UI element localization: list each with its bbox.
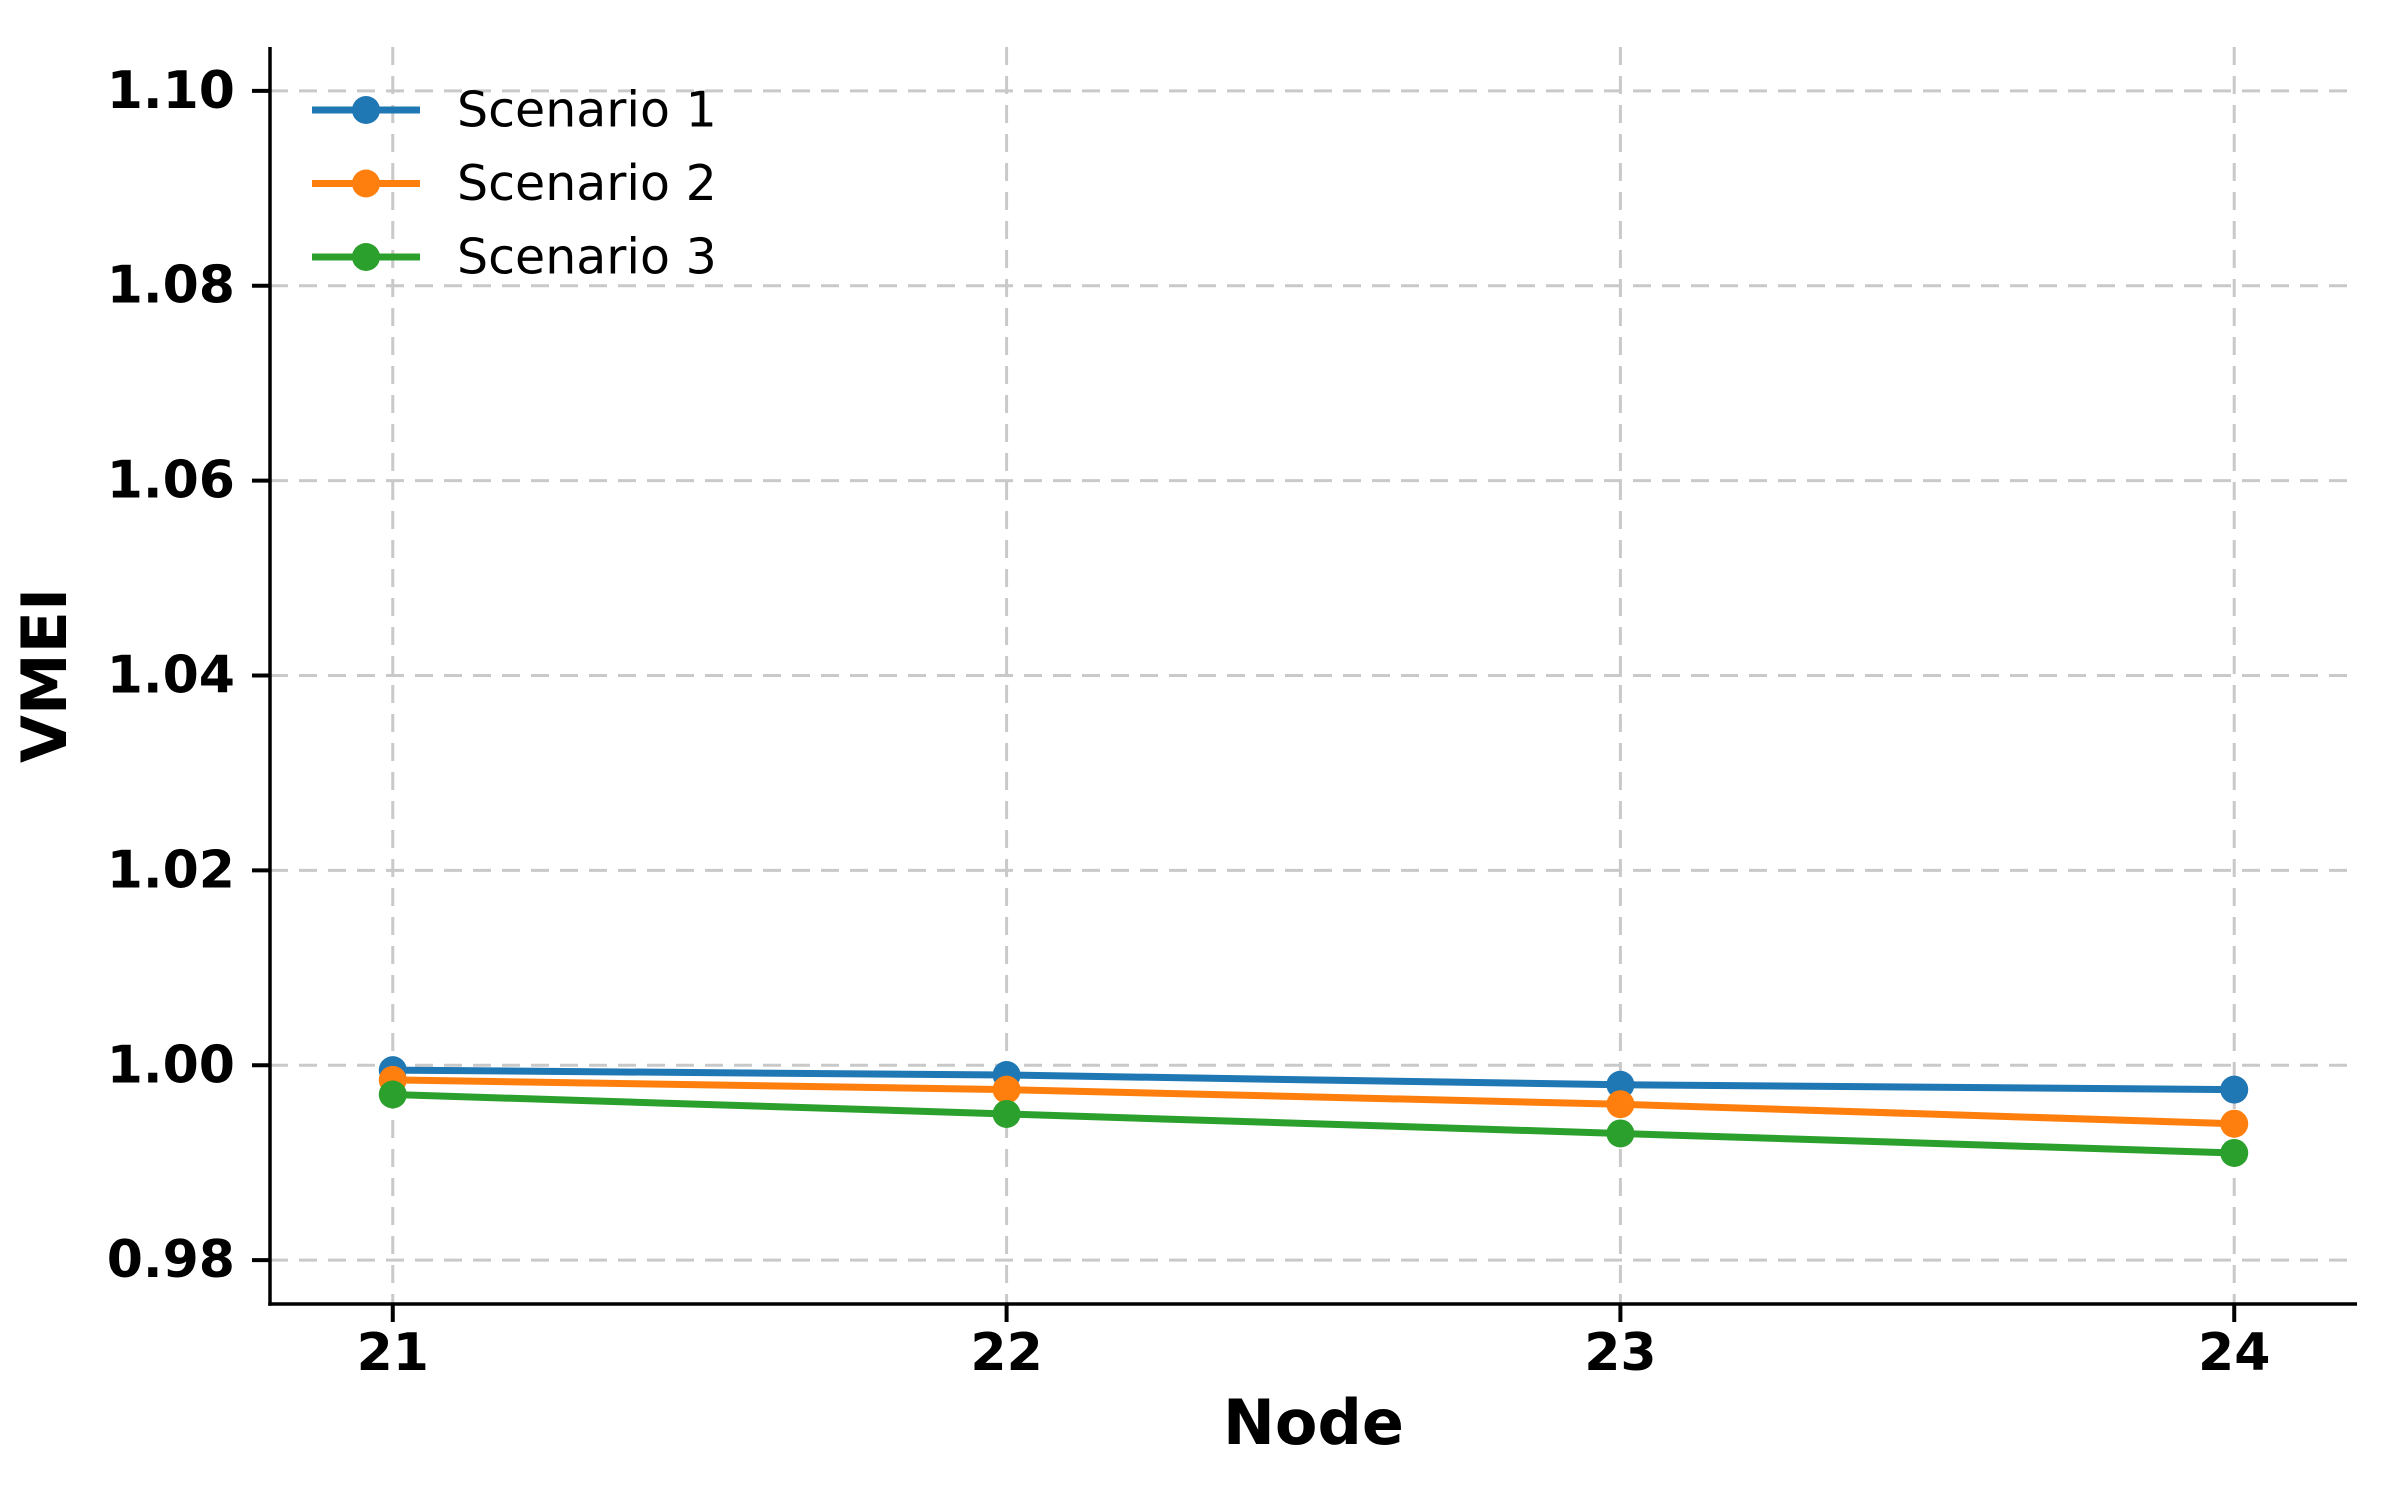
legend-circle-marker [352, 96, 380, 124]
series-scenario-3-line [389, 1091, 2238, 1157]
legend-circle-marker [352, 243, 380, 271]
y-tick-label: 1.02 [107, 840, 235, 900]
y-tick-label: 1.00 [107, 1035, 235, 1095]
series-scenario-1-line [389, 1066, 2238, 1094]
x-tick-label: 21 [357, 1323, 429, 1383]
series-scenario-3-marker [378, 1080, 407, 1109]
legend-label: Scenario 2 [457, 155, 717, 212]
series-scenario-3-marker [1606, 1119, 1635, 1148]
legend-item: Scenario 1 [312, 82, 717, 139]
series-group [378, 1056, 2249, 1167]
y-axis-label: VMEI [8, 588, 81, 763]
legend-item: Scenario 2 [312, 155, 717, 212]
x-axis-label: Node [1223, 1386, 1404, 1459]
x-tick-label: 24 [2198, 1323, 2270, 1383]
legend-item: Scenario 3 [312, 229, 717, 286]
series-scenario-1-marker [2220, 1075, 2249, 1104]
axes: 0.98 1.00 1.02 1.04 1.06 1.08 1.10 21 22 23 24 [107, 47, 2357, 1383]
legend-label: Scenario 1 [457, 82, 717, 139]
y-tick-label: 1.08 [107, 256, 235, 316]
series-scenario-2-marker [1606, 1090, 1635, 1119]
series-scenario-3-marker [992, 1099, 1021, 1128]
series-scenario-3-marker [2220, 1138, 2249, 1167]
legend-circle-marker [352, 169, 380, 198]
y-tick-label: 0.98 [107, 1230, 235, 1290]
legend-label: Scenario 3 [457, 229, 717, 286]
series-scenario-2-line [389, 1076, 2238, 1128]
x-tick-label: 22 [970, 1323, 1042, 1383]
y-tick-label: 1.04 [107, 646, 235, 706]
series-scenario-2-marker [992, 1075, 1021, 1104]
series-scenario-1-marker [1606, 1070, 1635, 1099]
legend: Scenario 1 Scenario 2 Scenario 3 [312, 82, 717, 286]
x-tick-label: 23 [1584, 1323, 1656, 1383]
y-tick-label: 1.06 [107, 451, 235, 511]
series-scenario-2-marker [2220, 1109, 2249, 1138]
y-tick-label: 1.10 [107, 61, 235, 121]
